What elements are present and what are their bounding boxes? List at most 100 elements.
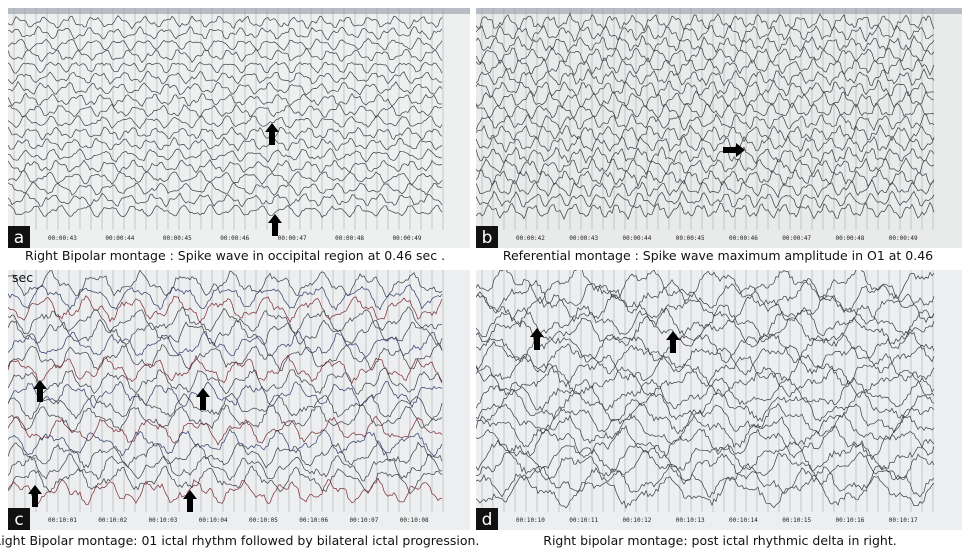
time-label: 00:00:48	[836, 235, 865, 242]
caption: Right Bipolar montage: 01 ictal rhythm f…	[0, 533, 479, 548]
time-label: 00:00:44	[105, 235, 134, 242]
eeg-trace	[476, 340, 935, 376]
caption: Right Bipolar montage : Spike wave in oc…	[25, 248, 445, 263]
eeg-trace	[8, 170, 443, 186]
eeg-trace	[8, 61, 443, 74]
panel-label-box	[476, 508, 498, 530]
eeg-trace	[8, 415, 443, 446]
eeg-trace	[8, 428, 443, 457]
eeg-trace	[476, 179, 935, 199]
screen-bg	[8, 270, 470, 530]
eeg-trace	[8, 344, 443, 372]
time-label: 00:10:05	[249, 517, 278, 524]
eeg-trace	[8, 392, 443, 420]
eeg-trace	[8, 284, 443, 311]
toolbar	[476, 8, 962, 14]
eeg-trace	[8, 295, 443, 324]
eeg-trace	[476, 331, 935, 364]
eeg-trace	[476, 57, 935, 77]
eeg-trace	[476, 438, 935, 474]
time-label: 00:10:03	[149, 517, 178, 524]
time-label: 00:10:14	[729, 517, 758, 524]
eeg-trace	[476, 34, 935, 54]
eeg-screen: 00:00:42 00:00:43 00:00:44 00:00:45 00:00:46…	[476, 8, 962, 248]
eeg-trace	[476, 24, 935, 43]
panel-label-box	[8, 226, 30, 248]
eeg-trace	[476, 412, 935, 448]
eeg-trace	[8, 477, 443, 506]
eeg-trace	[8, 70, 443, 85]
eeg-trace	[476, 168, 935, 188]
eeg-trace	[476, 474, 935, 509]
panel-label-box	[8, 508, 30, 530]
eeg-trace	[8, 126, 443, 141]
eeg-trace	[8, 47, 443, 64]
eeg-trace	[8, 319, 443, 347]
eeg-trace	[8, 92, 443, 107]
panel-label: c	[14, 510, 23, 530]
eeg-trace	[8, 330, 443, 359]
eeg-trace	[8, 403, 443, 432]
eeg-trace	[476, 124, 935, 143]
time-label: 00:10:16	[836, 517, 865, 524]
eeg-trace	[476, 79, 935, 98]
eeg-trace	[8, 440, 443, 469]
time-label: 00:00:43	[48, 235, 77, 242]
eeg-trace	[476, 462, 935, 498]
panel-label: a	[14, 228, 24, 248]
eeg-trace	[8, 354, 443, 384]
arrow	[196, 388, 210, 410]
screen-bg	[8, 8, 470, 248]
eeg-trace	[476, 190, 935, 209]
caption-continued: sec	[12, 270, 33, 285]
eeg-trace	[476, 45, 935, 65]
time-label: 00:00:46	[220, 235, 249, 242]
eeg-trace	[476, 134, 935, 153]
eeg-trace	[8, 37, 443, 52]
time-label: 00:10:13	[676, 517, 705, 524]
eeg-trace	[8, 15, 443, 30]
time-label: 00:10:06	[299, 517, 328, 524]
panel-label: d	[482, 510, 493, 530]
arrow	[33, 380, 47, 402]
time-label: 00:10:12	[623, 517, 652, 524]
eeg-trace	[8, 270, 443, 298]
eeg-trace	[476, 365, 935, 398]
eeg-trace	[8, 368, 443, 395]
eeg-trace	[476, 376, 935, 411]
eeg-trace	[476, 67, 935, 87]
time-label: 00:10:04	[199, 517, 228, 524]
toolbar	[8, 8, 470, 14]
time-label: 00:10:07	[350, 517, 379, 524]
eeg-trace	[476, 316, 935, 351]
eeg-trace	[8, 192, 443, 208]
eeg-trace	[476, 402, 935, 435]
eeg-trace	[8, 148, 443, 163]
screen-bg	[476, 8, 962, 248]
eeg-trace	[476, 113, 935, 132]
time-label: 00:10:02	[98, 517, 127, 524]
eeg-trace	[476, 449, 935, 485]
time-label: 00:10:10	[516, 517, 545, 524]
time-label: 00:10:17	[889, 517, 918, 524]
time-label: 00:00:45	[163, 235, 192, 242]
time-label: 00:00:46	[729, 235, 758, 242]
time-label: 00:00:48	[335, 235, 364, 242]
arrow	[723, 143, 745, 157]
eeg-screen: 00:10:01 00:10:02 00:10:03 00:10:04 00:10:05…	[8, 270, 470, 530]
time-label: 00:10:01	[48, 517, 77, 524]
eeg-trace	[8, 306, 443, 335]
eeg-trace	[8, 453, 443, 482]
eeg-trace	[476, 146, 935, 165]
caption: Right bipolar montage: post ictal rhythm…	[543, 533, 896, 548]
eeg-trace	[8, 204, 443, 218]
eeg-trace	[8, 181, 443, 196]
time-label: 00:00:49	[889, 235, 918, 242]
arrow	[28, 485, 42, 507]
eeg-trace	[476, 278, 935, 314]
panel-label-box	[476, 226, 498, 248]
caption: Referential montage : Spike wave maximum…	[503, 248, 933, 263]
eeg-trace	[8, 103, 443, 119]
eeg-trace	[476, 157, 935, 176]
